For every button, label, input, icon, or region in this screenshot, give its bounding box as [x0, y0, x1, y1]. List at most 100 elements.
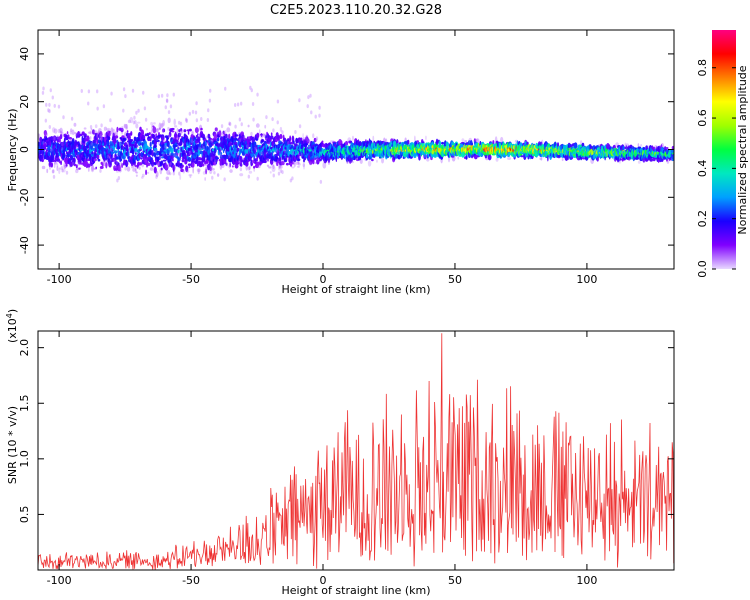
spectrogram-cell	[141, 173, 145, 178]
spectrogram-cell	[283, 148, 286, 153]
spectrogram-cell	[235, 144, 238, 149]
colorbar-tick-label: 0.0	[696, 260, 709, 278]
spectrogram-cell	[101, 162, 104, 168]
spectrogram-y-label: Frequency (Hz)	[6, 109, 19, 192]
spectrogram-y-tick-label: -20	[18, 188, 31, 206]
spectrogram-cell	[255, 123, 260, 128]
spectrogram-cell	[178, 171, 181, 176]
spectrogram-cell	[56, 166, 59, 171]
spectrogram-cell	[146, 162, 151, 166]
spectrogram-cell	[185, 118, 188, 123]
spectrogram-cell	[113, 150, 118, 154]
spectrogram-cell	[70, 128, 73, 132]
spectrogram-cell	[157, 162, 160, 167]
spectrogram-cell	[216, 173, 220, 177]
spectrogram-cell	[140, 157, 143, 160]
spectrogram-cell	[138, 162, 143, 166]
spectrogram-cell	[179, 152, 182, 159]
spectrogram-cell	[151, 149, 154, 157]
spectrogram-cell	[261, 133, 265, 137]
spectrogram-cell	[135, 110, 138, 115]
spectrogram-cell	[52, 135, 57, 142]
spectrogram-cell	[228, 133, 231, 140]
spectrogram-cell	[226, 127, 231, 133]
snr-x-tick-label: 100	[576, 574, 597, 587]
spectrogram-cell	[123, 124, 128, 129]
spectrogram-cell	[279, 165, 283, 169]
spectrogram-cell	[107, 136, 111, 141]
spectrogram-cell	[177, 149, 180, 154]
spectrogram-cell	[326, 144, 328, 148]
spectrogram-cell	[247, 174, 251, 179]
spectrogram-cell	[279, 133, 283, 140]
spectrogram-cell	[61, 146, 64, 151]
spectrogram-cell	[168, 172, 172, 176]
spectrogram-cell	[165, 176, 170, 181]
spectrogram-cell	[294, 130, 297, 135]
spectrogram-cell	[110, 127, 114, 135]
spectrogram-cell	[92, 139, 97, 144]
figure-title: C2E5.2023.110.20.32.G28	[270, 3, 442, 18]
spectrogram-cell	[99, 168, 102, 173]
spectrogram-y-tick-label: 20	[18, 95, 31, 109]
spectrogram-cell	[461, 138, 465, 142]
spectrogram-cell	[159, 146, 164, 154]
spectrogram-cell	[127, 119, 132, 124]
spectrogram-cell	[106, 154, 110, 159]
snr-scale-factor: (x104)	[5, 309, 19, 343]
spectrogram-cell	[60, 166, 64, 171]
spectrogram-cell	[232, 165, 234, 168]
spectrogram-cell	[218, 151, 222, 156]
spectrogram-cell	[270, 132, 273, 136]
spectrogram-cell	[41, 165, 46, 170]
spectrogram-cell	[135, 152, 137, 156]
spectrogram-cell	[188, 128, 192, 132]
spectrogram-cell	[298, 98, 301, 103]
spectrogram-cell	[149, 141, 152, 147]
spectrogram-cell	[295, 161, 300, 165]
spectrogram-cell	[212, 167, 215, 171]
spectrogram-cell	[238, 138, 242, 143]
spectrogram-cell	[312, 133, 315, 139]
spectrogram-cell	[279, 126, 283, 132]
spectrogram-cell	[126, 161, 130, 166]
spectrogram-cell	[99, 133, 103, 136]
spectrogram-cell	[148, 132, 151, 136]
spectrogram-cell	[192, 167, 194, 174]
spectrogram-cell	[123, 123, 127, 128]
spectrogram-cell	[60, 130, 63, 135]
spectrogram-cell	[457, 156, 460, 160]
spectrogram-x-tick-label: -50	[182, 273, 200, 286]
spectrogram-cell	[169, 104, 173, 109]
spectrogram-cell	[228, 123, 230, 126]
spectrogram-cell	[160, 123, 164, 129]
spectrogram-cell	[60, 160, 62, 166]
spectrogram-cell	[99, 134, 102, 139]
spectrogram-cell	[78, 167, 81, 170]
spectrogram-cell	[180, 129, 184, 134]
spectrogram-cell	[222, 149, 225, 154]
spectrogram-cell	[210, 138, 213, 143]
spectrogram-cell	[637, 143, 640, 148]
spectrogram-cell	[155, 170, 159, 178]
spectrogram-cell	[154, 149, 158, 154]
spectrogram-cell	[162, 119, 166, 127]
spectrogram-cell	[239, 167, 243, 172]
spectrogram-cell	[220, 133, 223, 138]
spectrogram-cell	[540, 156, 543, 161]
spectrogram-cell	[122, 87, 126, 92]
spectrogram-cell	[187, 156, 192, 162]
spectrogram-cell	[59, 127, 63, 134]
spectrogram-cell	[116, 178, 119, 183]
spectrogram-cell	[56, 163, 59, 168]
spectrogram-cell	[52, 159, 55, 163]
spectrogram-cell	[239, 173, 244, 177]
colorbar-tick-label: 0.8	[696, 59, 709, 77]
spectrogram-cell	[191, 162, 195, 168]
spectrogram-cell	[209, 168, 213, 175]
spectrogram-cell	[89, 125, 93, 130]
spectrogram-cell	[96, 106, 99, 111]
spectrogram-cell	[149, 167, 154, 171]
spectrogram-cell	[49, 88, 52, 93]
